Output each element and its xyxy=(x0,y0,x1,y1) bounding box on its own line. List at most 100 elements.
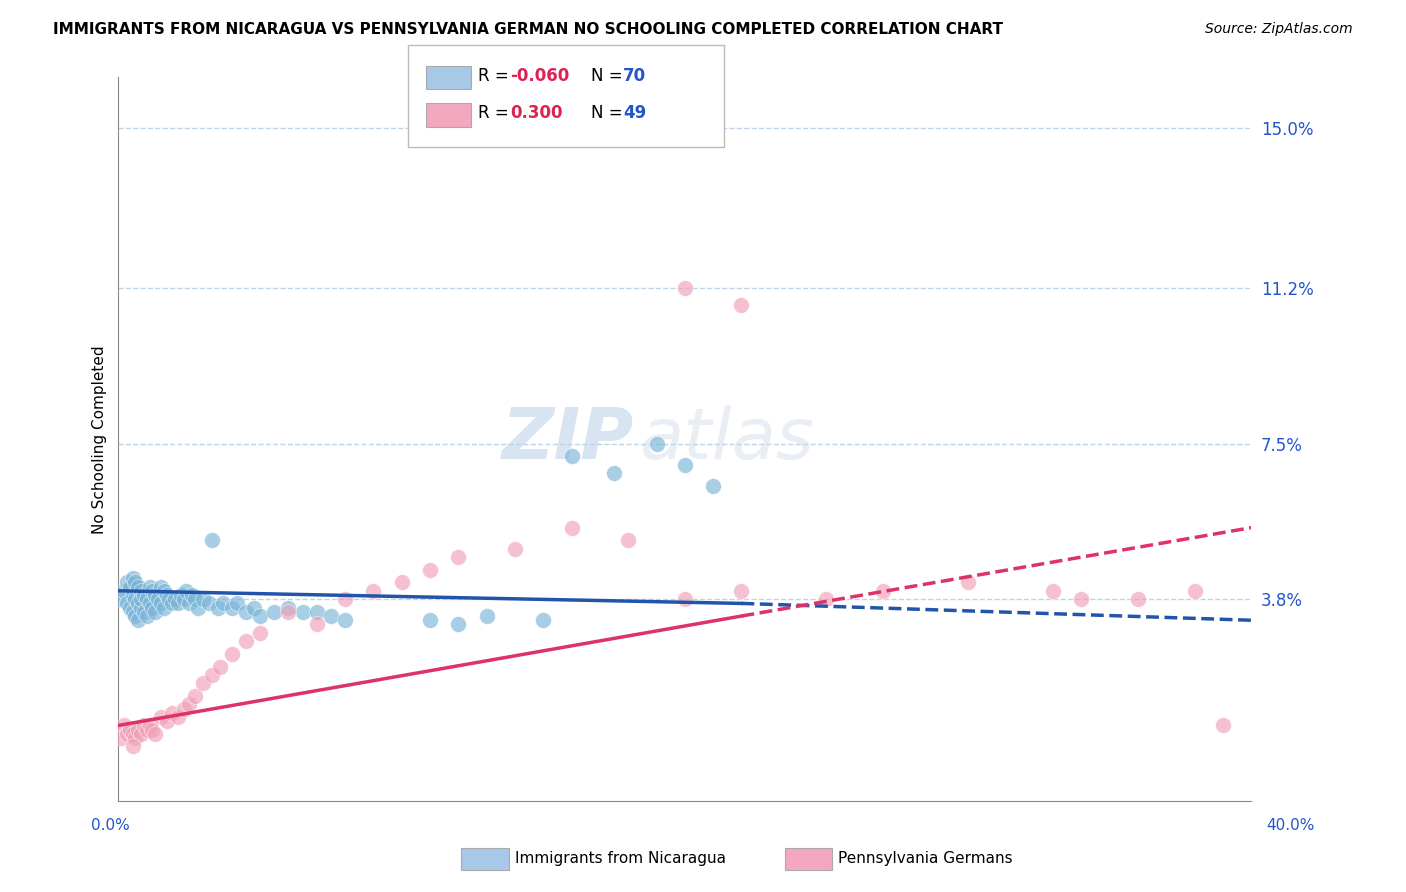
Point xyxy=(235,605,257,619)
Point xyxy=(141,583,163,598)
Point xyxy=(176,583,198,598)
Point xyxy=(135,592,157,607)
Text: IMMIGRANTS FROM NICARAGUA VS PENNSYLVANIA GERMAN NO SCHOOLING COMPLETED CORRELAT: IMMIGRANTS FROM NICARAGUA VS PENNSYLVANI… xyxy=(53,22,1004,37)
Point xyxy=(162,596,184,610)
Point xyxy=(115,575,138,590)
Point xyxy=(127,580,149,594)
Point xyxy=(447,550,470,565)
Point xyxy=(221,647,243,661)
Point xyxy=(127,613,149,627)
Point xyxy=(730,583,752,598)
Text: 70: 70 xyxy=(623,67,645,85)
Point xyxy=(152,583,174,598)
Point xyxy=(143,588,166,602)
Point xyxy=(155,588,177,602)
Point xyxy=(603,466,626,480)
Point xyxy=(124,731,146,745)
Text: -0.060: -0.060 xyxy=(510,67,569,85)
Point xyxy=(129,592,152,607)
Point xyxy=(118,723,141,737)
Text: 0.300: 0.300 xyxy=(510,104,562,122)
Point xyxy=(141,600,163,615)
Point xyxy=(118,580,141,594)
Point xyxy=(132,588,155,602)
Point xyxy=(249,609,271,624)
Point xyxy=(135,723,157,737)
Point xyxy=(170,588,193,602)
Point xyxy=(184,689,207,703)
Point xyxy=(173,701,195,715)
Point xyxy=(157,592,180,607)
Point xyxy=(872,583,894,598)
Point xyxy=(181,588,204,602)
Point xyxy=(110,592,132,607)
Point xyxy=(243,600,266,615)
Point xyxy=(141,723,163,737)
Text: ZIP: ZIP xyxy=(502,405,634,474)
Point xyxy=(146,592,169,607)
Text: 0.0%: 0.0% xyxy=(91,818,131,832)
Point xyxy=(187,600,209,615)
Point xyxy=(110,731,132,745)
Point xyxy=(1126,592,1149,607)
Point xyxy=(112,718,135,732)
Point xyxy=(121,727,143,741)
Point xyxy=(333,592,356,607)
Point xyxy=(319,609,342,624)
Point xyxy=(127,723,149,737)
Point xyxy=(209,659,232,673)
Point xyxy=(152,600,174,615)
Point xyxy=(277,605,299,619)
Text: N =: N = xyxy=(591,67,627,85)
Point xyxy=(291,605,314,619)
Point xyxy=(193,676,215,690)
Point xyxy=(815,592,838,607)
Point xyxy=(149,596,172,610)
Point xyxy=(419,613,441,627)
Point xyxy=(138,596,160,610)
Point xyxy=(235,634,257,648)
Point xyxy=(127,596,149,610)
Point xyxy=(121,571,143,585)
Point xyxy=(115,596,138,610)
Point xyxy=(138,718,160,732)
Point xyxy=(561,449,583,463)
Point xyxy=(129,727,152,741)
Point xyxy=(129,583,152,598)
Text: Immigrants from Nicaragua: Immigrants from Nicaragua xyxy=(515,852,725,866)
Point xyxy=(121,739,143,754)
Text: 49: 49 xyxy=(623,104,647,122)
Point xyxy=(124,575,146,590)
Point xyxy=(447,617,470,632)
Point xyxy=(226,596,249,610)
Point xyxy=(193,592,215,607)
Point xyxy=(124,592,146,607)
Point xyxy=(132,718,155,732)
Point xyxy=(179,698,201,712)
Point xyxy=(118,600,141,615)
Point xyxy=(673,458,696,472)
Text: Source: ZipAtlas.com: Source: ZipAtlas.com xyxy=(1205,22,1353,37)
Text: N =: N = xyxy=(591,104,627,122)
Point xyxy=(277,600,299,615)
Point xyxy=(221,600,243,615)
Point xyxy=(184,592,207,607)
Point xyxy=(149,710,172,724)
Point xyxy=(673,281,696,295)
Point xyxy=(198,596,221,610)
Point xyxy=(263,605,285,619)
Point xyxy=(179,596,201,610)
Point xyxy=(617,533,640,548)
Point xyxy=(149,580,172,594)
Point xyxy=(129,600,152,615)
Point xyxy=(155,714,177,729)
Point xyxy=(391,575,413,590)
Point xyxy=(305,605,328,619)
Text: Pennsylvania Germans: Pennsylvania Germans xyxy=(838,852,1012,866)
Point xyxy=(124,609,146,624)
Point xyxy=(121,588,143,602)
Text: atlas: atlas xyxy=(640,405,814,474)
Text: R =: R = xyxy=(478,104,519,122)
Point xyxy=(112,583,135,598)
Point xyxy=(363,583,385,598)
